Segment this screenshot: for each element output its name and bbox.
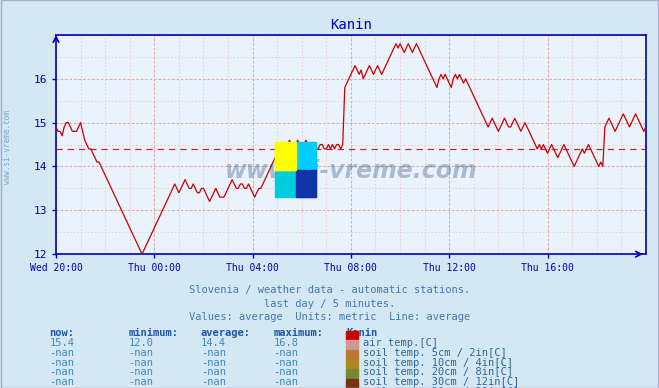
Text: 12.0: 12.0 bbox=[129, 338, 154, 348]
Text: minimum:: minimum: bbox=[129, 328, 179, 338]
Text: soil temp. 50cm / 20in[C]: soil temp. 50cm / 20in[C] bbox=[363, 387, 519, 388]
Text: last day / 5 minutes.: last day / 5 minutes. bbox=[264, 299, 395, 309]
Text: www.si-vreme.com: www.si-vreme.com bbox=[3, 111, 13, 184]
Text: 16.8: 16.8 bbox=[273, 338, 299, 348]
Text: -nan: -nan bbox=[201, 367, 226, 378]
Text: 14.4: 14.4 bbox=[201, 338, 226, 348]
Text: -nan: -nan bbox=[49, 358, 74, 368]
Text: air temp.[C]: air temp.[C] bbox=[363, 338, 438, 348]
Text: maximum:: maximum: bbox=[273, 328, 324, 338]
Text: Slovenia / weather data - automatic stations.: Slovenia / weather data - automatic stat… bbox=[189, 285, 470, 295]
Text: -nan: -nan bbox=[273, 348, 299, 358]
Text: -nan: -nan bbox=[201, 387, 226, 388]
Text: -nan: -nan bbox=[201, 348, 226, 358]
Text: -nan: -nan bbox=[201, 377, 226, 387]
Text: now:: now: bbox=[49, 328, 74, 338]
Polygon shape bbox=[275, 142, 296, 170]
Text: -nan: -nan bbox=[49, 367, 74, 378]
Text: -nan: -nan bbox=[201, 358, 226, 368]
Bar bbox=[296, 142, 316, 170]
Text: -nan: -nan bbox=[273, 377, 299, 387]
Text: -nan: -nan bbox=[129, 358, 154, 368]
Text: soil temp. 5cm / 2in[C]: soil temp. 5cm / 2in[C] bbox=[363, 348, 507, 358]
Bar bbox=[275, 142, 296, 170]
Text: soil temp. 30cm / 12in[C]: soil temp. 30cm / 12in[C] bbox=[363, 377, 519, 387]
Text: -nan: -nan bbox=[273, 367, 299, 378]
Text: 15.4: 15.4 bbox=[49, 338, 74, 348]
Text: average:: average: bbox=[201, 328, 251, 338]
Text: -nan: -nan bbox=[49, 348, 74, 358]
Text: -nan: -nan bbox=[273, 387, 299, 388]
Title: Kanin: Kanin bbox=[330, 18, 372, 32]
Text: -nan: -nan bbox=[273, 358, 299, 368]
Text: -nan: -nan bbox=[129, 387, 154, 388]
Polygon shape bbox=[296, 170, 316, 197]
Text: Kanin: Kanin bbox=[346, 328, 377, 338]
Text: www.si-vreme.com: www.si-vreme.com bbox=[225, 159, 477, 183]
Text: Values: average  Units: metric  Line: average: Values: average Units: metric Line: aver… bbox=[189, 312, 470, 322]
Text: soil temp. 10cm / 4in[C]: soil temp. 10cm / 4in[C] bbox=[363, 358, 513, 368]
Text: soil temp. 20cm / 8in[C]: soil temp. 20cm / 8in[C] bbox=[363, 367, 513, 378]
Text: -nan: -nan bbox=[49, 377, 74, 387]
Text: -nan: -nan bbox=[129, 367, 154, 378]
Polygon shape bbox=[275, 170, 316, 197]
Text: -nan: -nan bbox=[129, 377, 154, 387]
Text: -nan: -nan bbox=[129, 348, 154, 358]
Text: -nan: -nan bbox=[49, 387, 74, 388]
